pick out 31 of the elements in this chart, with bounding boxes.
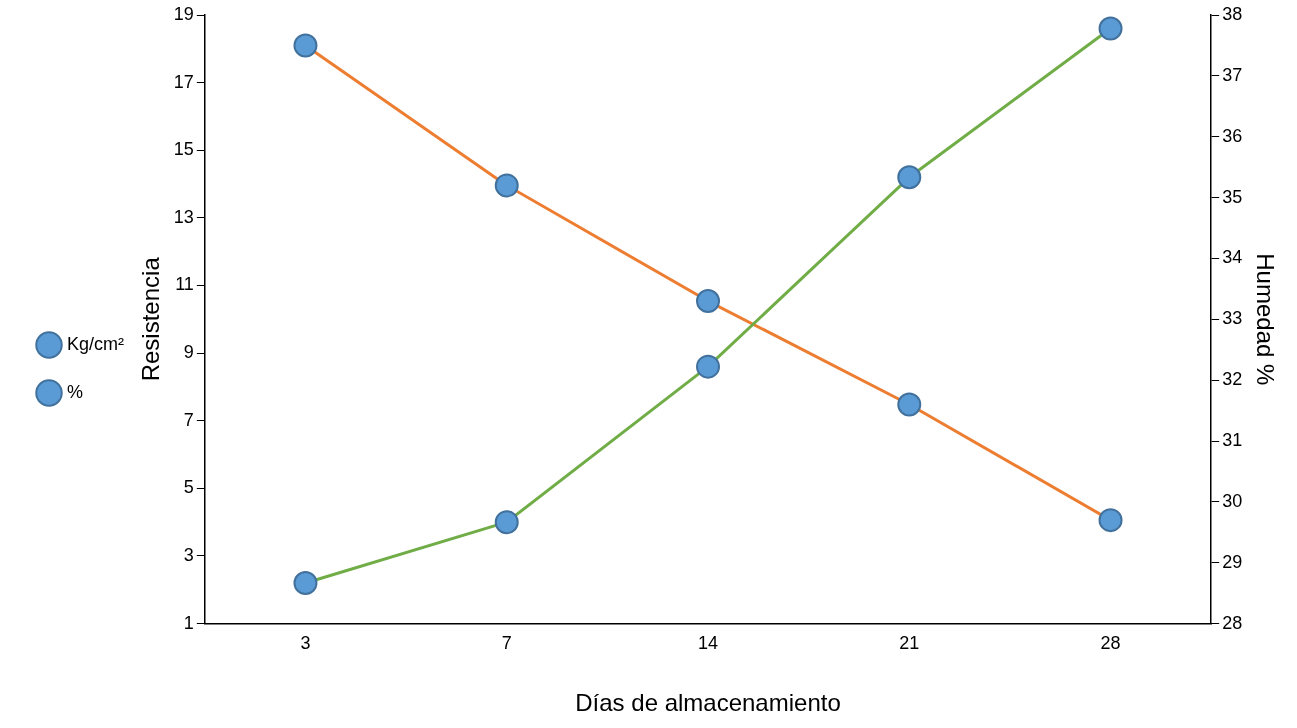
y-tick-label: 13 bbox=[173, 206, 194, 227]
x-axis-title: Días de almacenamiento bbox=[575, 689, 841, 717]
y-tick-label: 3 bbox=[183, 544, 194, 565]
legend-label: Kg/cm² bbox=[67, 333, 125, 354]
y2-tick-label: 36 bbox=[1222, 125, 1243, 146]
y-tick-label: 1 bbox=[183, 612, 194, 633]
y2-tick-label: 33 bbox=[1222, 308, 1243, 329]
x-tick-label: 21 bbox=[899, 633, 920, 654]
y-tick-label: 19 bbox=[173, 3, 194, 24]
y-axis-title: Resistencia bbox=[137, 256, 165, 382]
y2-tick-label: 28 bbox=[1222, 612, 1243, 633]
x-tick-label: 7 bbox=[501, 633, 512, 654]
y2-tick-label: 37 bbox=[1222, 64, 1243, 85]
y2-tick-label: 34 bbox=[1222, 247, 1243, 268]
x-tick-label: 3 bbox=[300, 633, 311, 654]
y-tick-label: 11 bbox=[175, 274, 194, 295]
x-tick-label: 14 bbox=[697, 633, 719, 654]
y2-tick-label: 29 bbox=[1222, 551, 1243, 572]
y2-tick-label: 32 bbox=[1222, 369, 1243, 390]
y2-tick-label: 38 bbox=[1222, 3, 1243, 24]
y-tick-label: 5 bbox=[183, 477, 194, 498]
y2-tick-label: 35 bbox=[1222, 186, 1243, 207]
y2-tick-label: 31 bbox=[1222, 429, 1243, 450]
y-tick-label: 9 bbox=[183, 342, 194, 363]
legend-label: % bbox=[67, 381, 84, 402]
y-tick-label: 17 bbox=[173, 71, 194, 92]
y-tick-label: 15 bbox=[173, 139, 194, 160]
y2-axis-title: Humedad % bbox=[1251, 253, 1279, 386]
x-tick-label: 28 bbox=[1100, 633, 1121, 654]
y2-tick-label: 30 bbox=[1222, 490, 1243, 511]
y-tick-label: 7 bbox=[183, 409, 194, 430]
